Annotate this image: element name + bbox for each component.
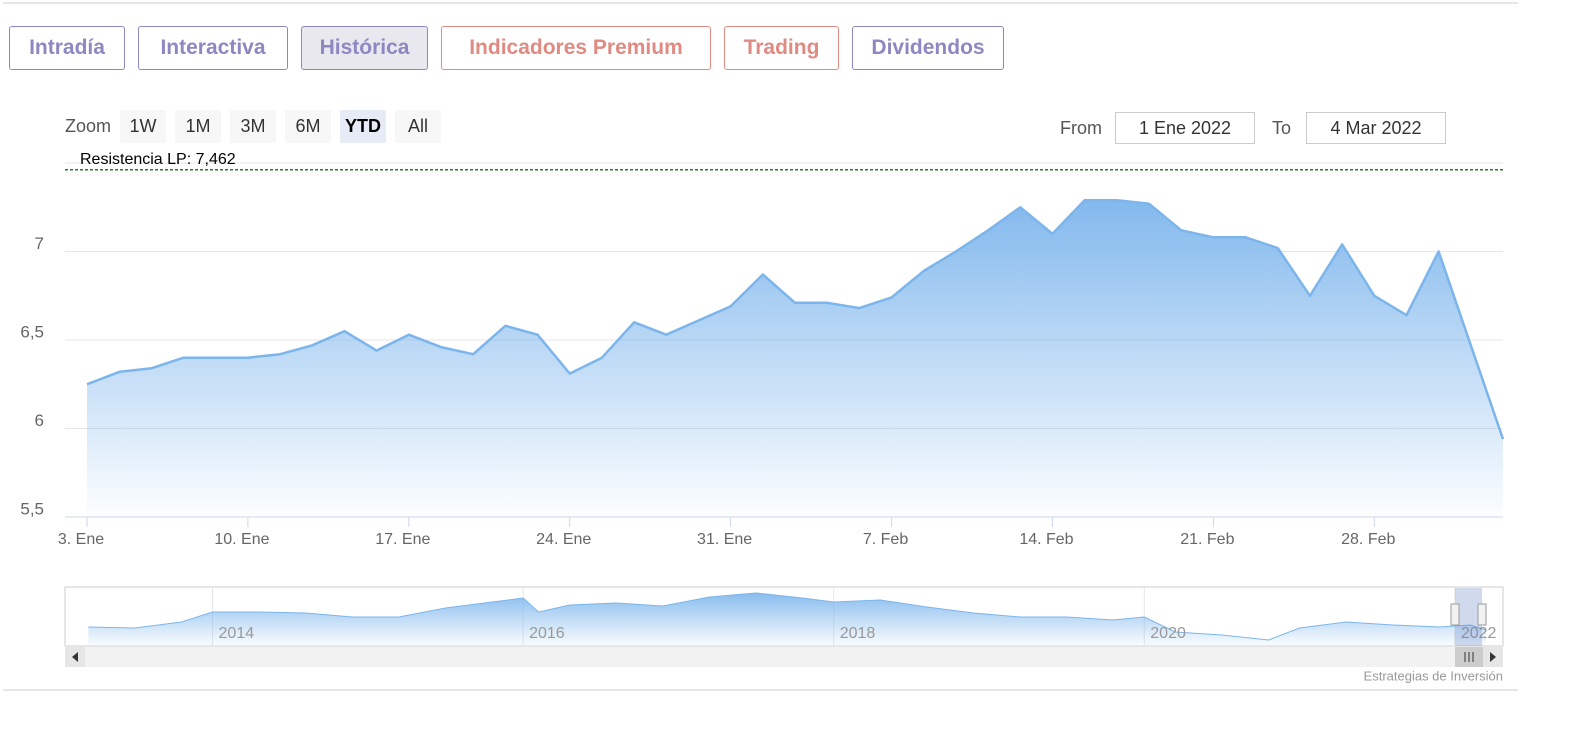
navigator-area <box>88 593 1486 645</box>
tab[interactable]: Trading <box>724 26 839 70</box>
navigator-line <box>88 592 1487 641</box>
scrollbar-track[interactable] <box>65 647 1503 667</box>
tab[interactable]: Indicadores Premium <box>441 26 711 70</box>
navigator-label: 2022 <box>1461 625 1497 642</box>
x-tick-label: 17. Ene <box>375 531 430 548</box>
arrow-left <box>72 652 78 662</box>
tab[interactable]: Histórica <box>301 26 428 70</box>
to-input[interactable]: 4 Mar 2022 <box>1306 112 1446 144</box>
x-tick-label: 10. Ene <box>214 531 269 548</box>
navigator: 2014 2016 2018 2020 2022 <box>88 587 1497 646</box>
main-plot: 5,5 6 6,5 7 3. Ene 10. Ene 17. Ene 24. Ene 31. E… <box>20 151 1505 548</box>
zoom-label: Zoom <box>65 116 112 136</box>
navigator-label: 2020 <box>1150 625 1186 642</box>
navigator-handle[interactable] <box>1477 603 1487 626</box>
x-tick-label: 14. Feb <box>1019 531 1073 548</box>
y-tick-label: 7 <box>35 234 44 253</box>
tab[interactable]: Dividendos <box>852 26 1004 70</box>
y-tick-label: 5,5 <box>20 499 44 518</box>
price-line <box>86 198 1505 440</box>
y-tick-label: 6,5 <box>20 322 44 341</box>
zoom-button[interactable]: 3M <box>230 110 277 143</box>
area-fill <box>87 200 1503 517</box>
credits: Estrategias de Inversión <box>1364 668 1503 683</box>
navigator-label: 2016 <box>529 625 565 642</box>
x-tick-label: 28. Feb <box>1341 531 1395 548</box>
y-tick-label: 6 <box>35 411 44 430</box>
tab[interactable]: Interactiva <box>138 26 288 70</box>
from-label: From <box>1060 117 1102 138</box>
x-tick-label: 24. Ene <box>536 531 591 548</box>
tab-bar: Intradía Interactiva Histórica Indicadores … <box>9 26 1004 70</box>
thumb-grip <box>1464 652 1474 662</box>
navigator-frame <box>64 586 1504 647</box>
x-tick-label: 3. Ene <box>58 531 104 548</box>
navigator-label: 2014 <box>219 625 255 642</box>
zoom-button[interactable]: All <box>395 110 442 143</box>
x-tick-label: 21. Feb <box>1180 531 1234 548</box>
from-input[interactable]: 1 Ene 2022 <box>1115 112 1255 144</box>
zoom-button[interactable]: 1W <box>120 110 167 143</box>
zoom-button[interactable]: 1M <box>175 110 222 143</box>
navigator-handle[interactable] <box>1450 603 1460 626</box>
x-tick-label: 31. Ene <box>697 531 752 548</box>
x-tick-label: 7. Feb <box>863 531 908 548</box>
zoom-button[interactable]: YTD <box>340 110 387 143</box>
arrow-right <box>1490 652 1496 662</box>
zoom-bar: Zoom 1W 1M 3M 6M YTD All <box>65 110 442 143</box>
resistance-label: Resistencia LP: 7,462 <box>80 151 236 168</box>
zoom-button[interactable]: 6M <box>285 110 332 143</box>
navigator-label: 2018 <box>840 625 876 642</box>
tab[interactable]: Intradía <box>9 26 125 70</box>
to-label: To <box>1272 117 1292 138</box>
